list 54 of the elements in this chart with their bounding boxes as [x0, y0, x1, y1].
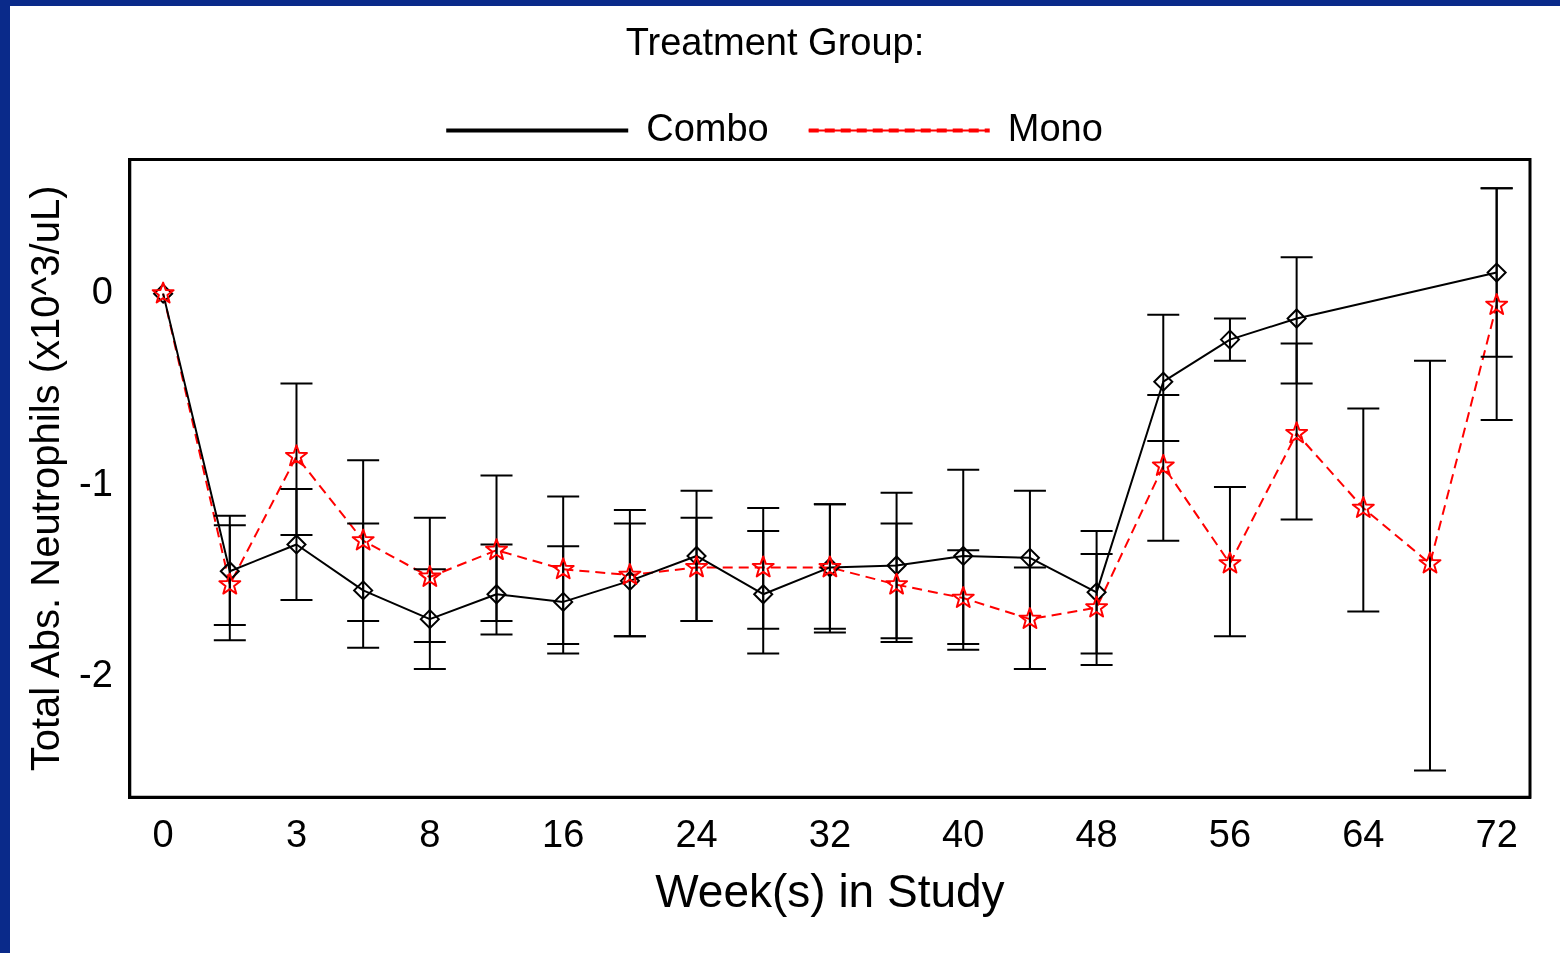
x-tick-label: 3 [285, 813, 308, 856]
point [1018, 607, 1042, 630]
point [751, 555, 775, 578]
x-tick-label: 0 [152, 813, 174, 856]
point [218, 572, 242, 595]
legend-label: Combo [646, 107, 769, 150]
point [1019, 547, 1040, 568]
y-tick-label: -1 [78, 461, 113, 504]
point [485, 538, 508, 561]
point [753, 584, 774, 605]
point [1485, 293, 1509, 316]
point [1218, 551, 1242, 574]
point [885, 572, 909, 595]
point [1285, 421, 1309, 444]
point [686, 545, 707, 566]
legend-label: Mono [1007, 107, 1103, 150]
point [619, 570, 640, 591]
x-tick-label: 16 [542, 813, 585, 856]
point [553, 591, 574, 612]
point [1219, 329, 1240, 350]
x-tick-label: 64 [1342, 813, 1385, 856]
x-tick-label: 48 [1075, 813, 1118, 856]
x-tick-label: 56 [1208, 813, 1252, 856]
point [1151, 453, 1175, 476]
x-axis-title: Week(s) in Study [655, 865, 1005, 918]
y-axis-title: Total Abs. Neutrophils (x10^3/uL) [23, 185, 68, 772]
point [551, 557, 575, 580]
point [1153, 371, 1174, 392]
x-tick-label: 24 [675, 813, 718, 856]
point [618, 563, 642, 585]
x-tick-label: 8 [419, 813, 441, 856]
point [1486, 262, 1507, 283]
point [419, 609, 440, 630]
point [351, 528, 375, 551]
point [418, 565, 442, 587]
point [953, 545, 974, 566]
point [1418, 551, 1442, 574]
point [1351, 496, 1375, 518]
point [285, 444, 308, 467]
x-tick-label: 72 [1475, 813, 1518, 856]
y-tick-label: -2 [78, 653, 113, 696]
y-tick-label: 0 [91, 270, 113, 313]
point [486, 584, 507, 605]
point [286, 534, 307, 555]
point [1086, 582, 1107, 603]
legend-title: Treatment Group: [625, 21, 925, 64]
point [886, 555, 907, 576]
point [685, 555, 708, 578]
point [1085, 595, 1109, 618]
point [1286, 308, 1307, 329]
x-tick-label: 40 [942, 813, 985, 856]
point [353, 580, 374, 601]
point [951, 586, 975, 608]
x-tick-label: 32 [808, 813, 852, 856]
